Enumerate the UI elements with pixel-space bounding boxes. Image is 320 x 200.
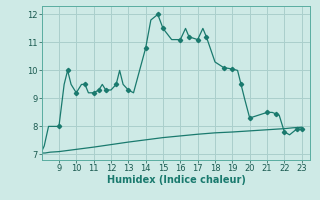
X-axis label: Humidex (Indice chaleur): Humidex (Indice chaleur) <box>107 175 245 185</box>
